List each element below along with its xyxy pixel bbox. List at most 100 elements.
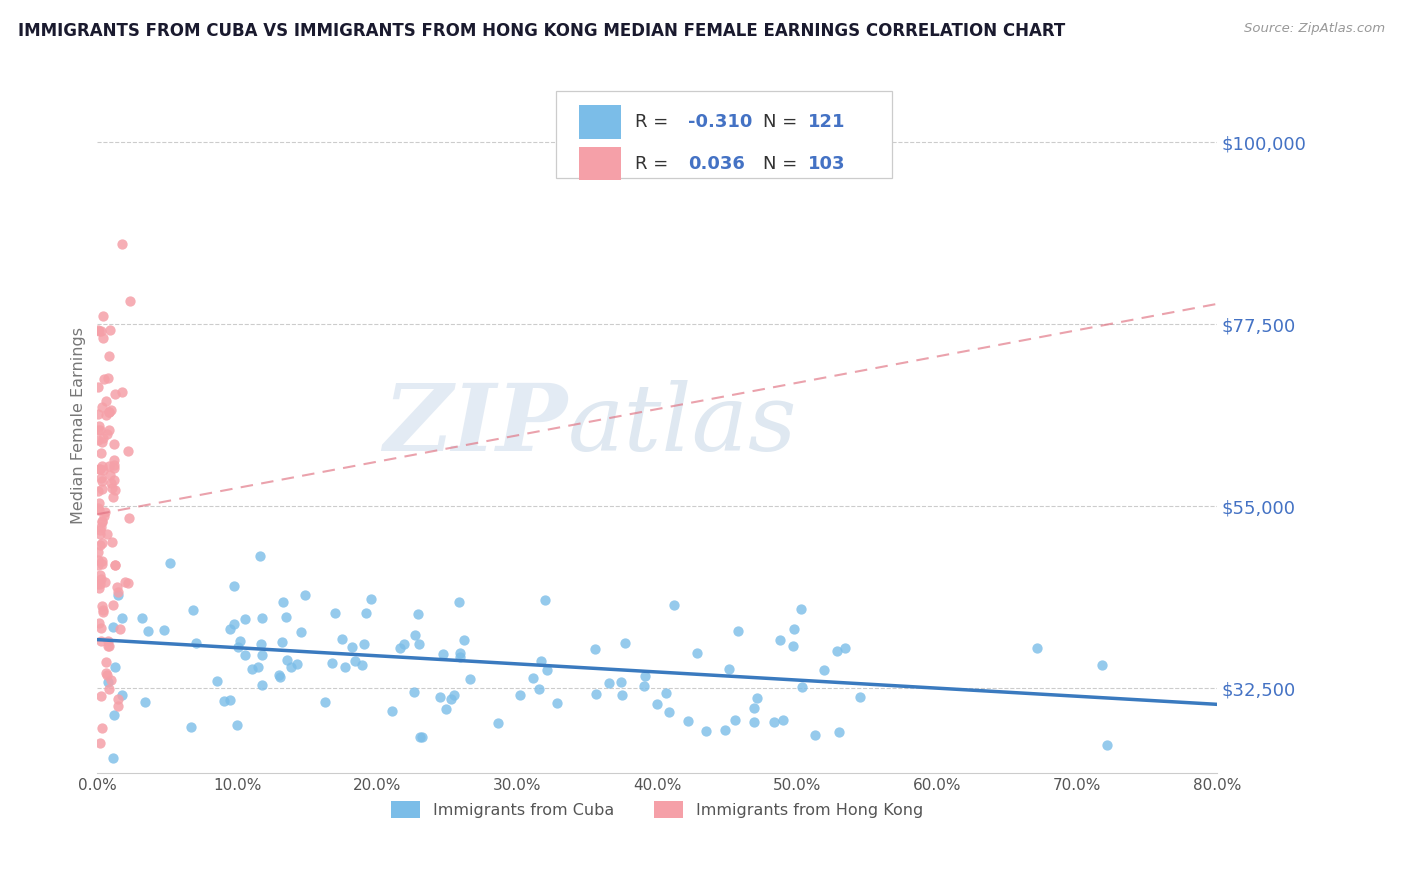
Point [522,672,544,686]
Point [103,708,125,723]
Point [91,516,114,530]
Point [96,666,118,681]
Point [101,490,124,504]
Point [583,642,606,657]
Point [103,461,125,475]
Point [110,622,132,636]
Point [94,409,117,423]
Point [323,606,346,620]
Point [89,527,111,541]
Point [87,323,110,337]
Point [90,483,112,497]
Point [274,609,297,624]
Point [93,310,115,324]
Point [89,324,111,338]
Point [114,574,136,589]
Point [212,693,235,707]
Point [848,690,870,704]
Point [90,554,112,568]
Point [87,553,110,567]
Point [90,324,112,338]
Point [107,588,129,602]
Text: 121: 121 [808,113,846,131]
Text: 0.036: 0.036 [689,154,745,173]
Point [269,668,291,682]
Point [107,699,129,714]
Point [458,672,481,686]
Point [443,688,465,702]
Point [89,523,111,537]
Point [813,663,835,677]
Point [93,372,115,386]
Y-axis label: Median Female Earnings: Median Female Earnings [72,326,86,524]
Point [97,639,120,653]
Point [103,436,125,450]
Point [94,505,117,519]
Point [100,403,122,417]
Point [249,549,271,564]
Point [100,468,122,483]
Point [134,695,156,709]
Point [87,423,110,437]
Point [508,688,530,702]
Point [633,679,655,693]
Point [598,676,620,690]
Point [86,433,108,447]
Point [252,611,274,625]
Point [655,685,678,699]
Point [97,634,120,648]
Point [90,471,112,485]
Point [449,595,471,609]
Point [181,603,204,617]
Point [530,654,553,668]
Point [111,611,134,625]
Point [180,720,202,734]
Point [240,662,263,676]
Point [90,621,112,635]
Point [742,715,765,730]
Point [90,572,112,586]
Point [87,483,110,498]
Point [103,452,125,467]
Point [219,622,242,636]
Point [87,496,110,510]
Point [330,632,353,646]
Point [90,474,112,488]
Point [269,670,291,684]
Point [790,602,813,616]
Point [90,599,112,613]
Point [449,650,471,665]
Point [94,575,117,590]
Point [727,624,749,639]
Point [98,682,121,697]
Point [724,713,747,727]
FancyBboxPatch shape [579,105,621,138]
Point [389,641,412,656]
Point [97,371,120,385]
Point [101,534,124,549]
Point [340,640,363,654]
Point [87,544,110,558]
Point [353,637,375,651]
Point [352,657,374,672]
Point [769,633,792,648]
Point [111,237,134,252]
Point [449,646,471,660]
Point [226,718,249,732]
Point [90,557,112,571]
Point [118,293,141,308]
Point [104,558,127,572]
Point [96,668,118,682]
Point [1026,640,1049,655]
Point [276,653,298,667]
FancyBboxPatch shape [579,147,621,180]
Point [440,692,463,706]
Legend: Immigrants from Cuba, Immigrants from Hong Kong: Immigrants from Cuba, Immigrants from Ho… [385,795,929,824]
Point [402,685,425,699]
Point [86,380,108,394]
Point [790,681,813,695]
Point [91,536,114,550]
Text: ZIP: ZIP [384,380,568,470]
Point [233,612,256,626]
Point [89,462,111,476]
